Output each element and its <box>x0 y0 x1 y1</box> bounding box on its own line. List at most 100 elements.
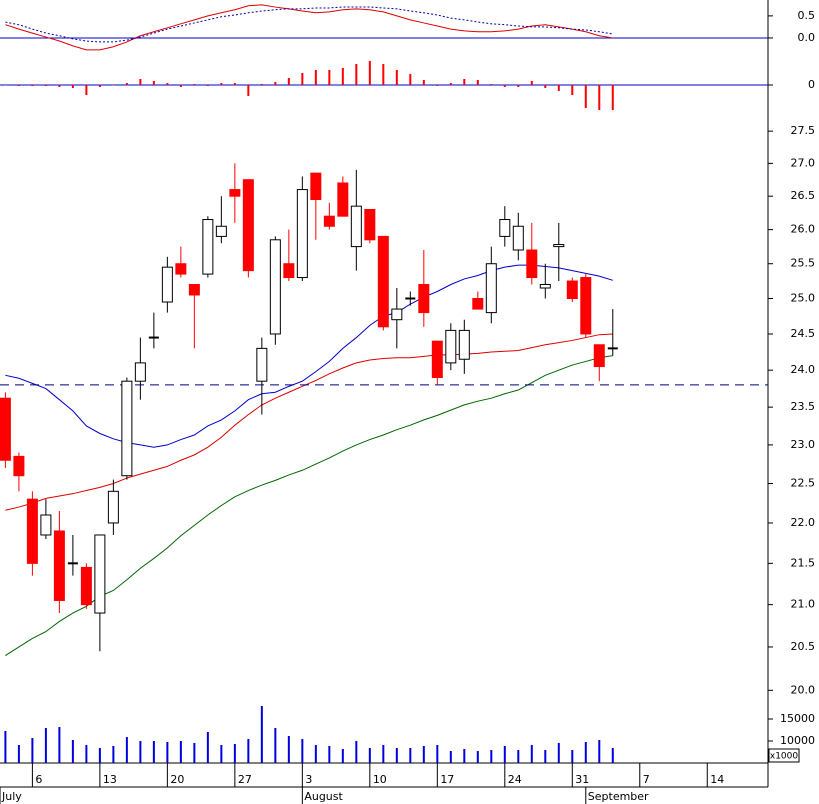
bar <box>71 85 74 88</box>
bar <box>260 706 263 763</box>
bar <box>355 740 358 763</box>
bar <box>382 745 385 763</box>
candle-body <box>161 266 173 303</box>
candle-body <box>283 263 295 279</box>
candle-body <box>418 284 430 314</box>
bar <box>503 746 506 763</box>
x-tick-label: 10 <box>373 773 387 786</box>
bar <box>557 85 560 91</box>
line <box>5 264 613 448</box>
candle-body <box>26 498 38 564</box>
x-tick-label: 13 <box>103 773 117 786</box>
bar <box>206 85 209 86</box>
candle-body <box>472 297 484 310</box>
candle-body <box>269 239 281 335</box>
y-tick-label: 0 <box>808 78 815 91</box>
line <box>5 6 613 43</box>
candle-body <box>134 362 146 382</box>
bar <box>233 83 236 85</box>
bar <box>571 85 574 95</box>
bar <box>341 749 344 763</box>
bar <box>220 745 223 763</box>
bar <box>382 64 385 85</box>
bar <box>395 747 398 763</box>
bar <box>395 70 398 85</box>
bar <box>58 727 61 763</box>
y-tick-label: 22.5 <box>791 477 816 490</box>
bar <box>220 83 223 85</box>
candle-body <box>40 514 52 536</box>
bar <box>409 747 412 763</box>
x-tick-label: 6 <box>35 773 42 786</box>
candle-body <box>445 329 457 364</box>
candle-body <box>13 455 25 477</box>
bar <box>287 735 290 763</box>
bar <box>490 84 493 85</box>
bar <box>206 731 209 763</box>
bar <box>571 750 574 763</box>
bar <box>166 83 169 85</box>
bar <box>152 81 155 85</box>
candle-body <box>539 284 551 289</box>
bar <box>530 745 533 763</box>
bar <box>44 85 47 86</box>
y-tick-label: 27.5 <box>791 124 816 137</box>
bar <box>503 85 506 87</box>
y-tick-label: 0.5 <box>798 9 816 22</box>
bar <box>409 74 412 85</box>
bar <box>166 742 169 763</box>
line <box>5 333 613 511</box>
bar <box>193 742 196 763</box>
bar <box>544 750 547 763</box>
candle-body <box>0 397 11 461</box>
bar <box>368 61 371 85</box>
y-tick-label: 24.5 <box>791 327 816 340</box>
bar <box>260 84 263 85</box>
candle-body <box>202 219 214 275</box>
candle-body <box>364 208 376 241</box>
bar <box>85 745 88 763</box>
bar <box>31 85 34 86</box>
y-tick-label: 20.5 <box>791 640 816 653</box>
candle-body <box>512 225 524 251</box>
bar <box>341 68 344 85</box>
bar <box>139 740 142 763</box>
candle-body <box>188 284 200 296</box>
x-tick-label: 31 <box>575 773 589 786</box>
bar <box>274 82 277 85</box>
line <box>5 355 613 656</box>
bar <box>476 80 479 85</box>
candle-body <box>229 189 241 197</box>
x-tick-label: 20 <box>170 773 184 786</box>
line <box>5 4 613 51</box>
bar <box>544 85 547 88</box>
candle-body <box>323 215 335 227</box>
candle-body <box>215 225 227 237</box>
candle-body <box>458 329 470 360</box>
candle-body <box>526 249 538 279</box>
bar <box>314 745 317 763</box>
candle-body <box>391 308 403 321</box>
bar <box>422 746 425 763</box>
bar <box>4 731 7 763</box>
candle-body <box>337 182 349 217</box>
bar <box>328 746 331 763</box>
bar <box>436 85 439 86</box>
bar <box>125 736 128 763</box>
x-tick-label: 17 <box>440 773 454 786</box>
bar <box>314 70 317 85</box>
bar <box>490 750 493 763</box>
candle-body <box>53 530 65 601</box>
bar <box>463 749 466 763</box>
candle-body <box>593 344 605 368</box>
x-tick-label: 24 <box>508 773 522 786</box>
bar <box>463 79 466 85</box>
bar <box>193 84 196 85</box>
x-tick-label: 7 <box>643 773 650 786</box>
bar <box>71 739 74 763</box>
bar <box>517 85 520 87</box>
bar <box>598 85 601 110</box>
bar <box>355 64 358 85</box>
candle-body <box>242 179 254 272</box>
